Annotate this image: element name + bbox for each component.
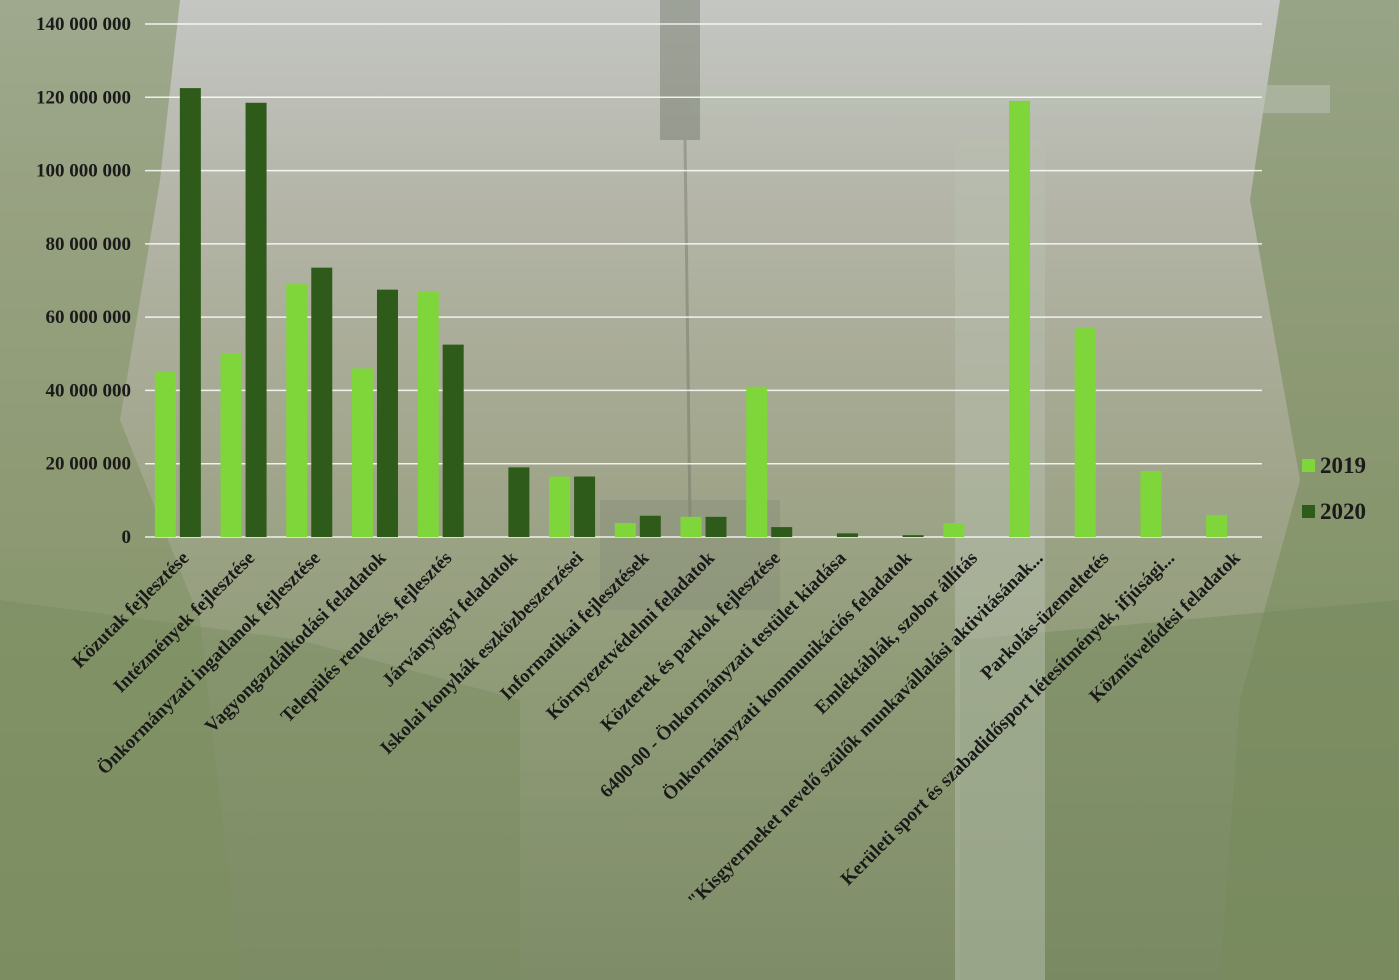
y-tick-label: 140 000 000 bbox=[36, 14, 131, 35]
x-tick-label: Közutak fejlesztése bbox=[68, 548, 193, 673]
x-tick-label: 6400-00 - Önkormányzati testület kiadása bbox=[596, 547, 851, 802]
bar-2020-2 bbox=[311, 267, 333, 537]
bar-2019-14 bbox=[1074, 328, 1096, 537]
bar-2019-4 bbox=[417, 291, 439, 537]
y-axis: 0 20 000 000 40 000 000 60 000 000 80 000 00… bbox=[36, 14, 131, 548]
x-tick-label: Önkormányzati kommunikációs feladatok bbox=[659, 547, 917, 805]
bar-2020-4 bbox=[442, 344, 464, 537]
bar-2020-10 bbox=[836, 533, 858, 537]
bar-2020-9 bbox=[771, 527, 793, 537]
y-tick-label: 80 000 000 bbox=[46, 234, 132, 255]
bar-2019-9 bbox=[746, 386, 768, 537]
bar-2020-8 bbox=[705, 516, 727, 537]
bar-2020-11 bbox=[902, 535, 924, 537]
bar-2019-15 bbox=[1140, 471, 1162, 537]
bar-2019-12 bbox=[943, 523, 965, 537]
bars bbox=[154, 88, 1228, 538]
y-tick-label: 100 000 000 bbox=[36, 161, 131, 182]
bar-2019-1 bbox=[220, 353, 242, 537]
bar-2019-0 bbox=[154, 372, 176, 537]
bar-2020-6 bbox=[574, 476, 596, 537]
y-tick-label: 40 000 000 bbox=[46, 380, 132, 401]
bar-2019-16 bbox=[1206, 515, 1228, 537]
bar-2019-2 bbox=[286, 284, 308, 537]
bar-2019-6 bbox=[549, 476, 571, 537]
bar-2020-1 bbox=[245, 102, 267, 538]
y-tick-label: 20 000 000 bbox=[46, 454, 132, 475]
y-tick-label: 60 000 000 bbox=[46, 307, 132, 328]
bar-2019-3 bbox=[351, 368, 373, 537]
x-tick-label: Parkolás-üzemeltetés bbox=[977, 548, 1113, 684]
legend-swatch-2019 bbox=[1302, 459, 1315, 472]
legend-label: 2020 bbox=[1320, 499, 1366, 524]
bar-2019-7 bbox=[614, 523, 636, 537]
legend-swatch-2020 bbox=[1302, 505, 1315, 518]
y-tick-label: 0 bbox=[122, 527, 132, 548]
bar-2019-8 bbox=[680, 516, 702, 537]
bar-2020-3 bbox=[376, 289, 398, 537]
legend-label: 2019 bbox=[1320, 453, 1366, 478]
bar-2020-7 bbox=[639, 515, 661, 537]
bar-2019-13 bbox=[1009, 100, 1031, 537]
y-tick-label: 120 000 000 bbox=[36, 87, 131, 108]
bar-2020-0 bbox=[179, 88, 201, 537]
legend: 2019 2020 bbox=[1302, 453, 1366, 524]
bar-2020-5 bbox=[508, 467, 530, 537]
